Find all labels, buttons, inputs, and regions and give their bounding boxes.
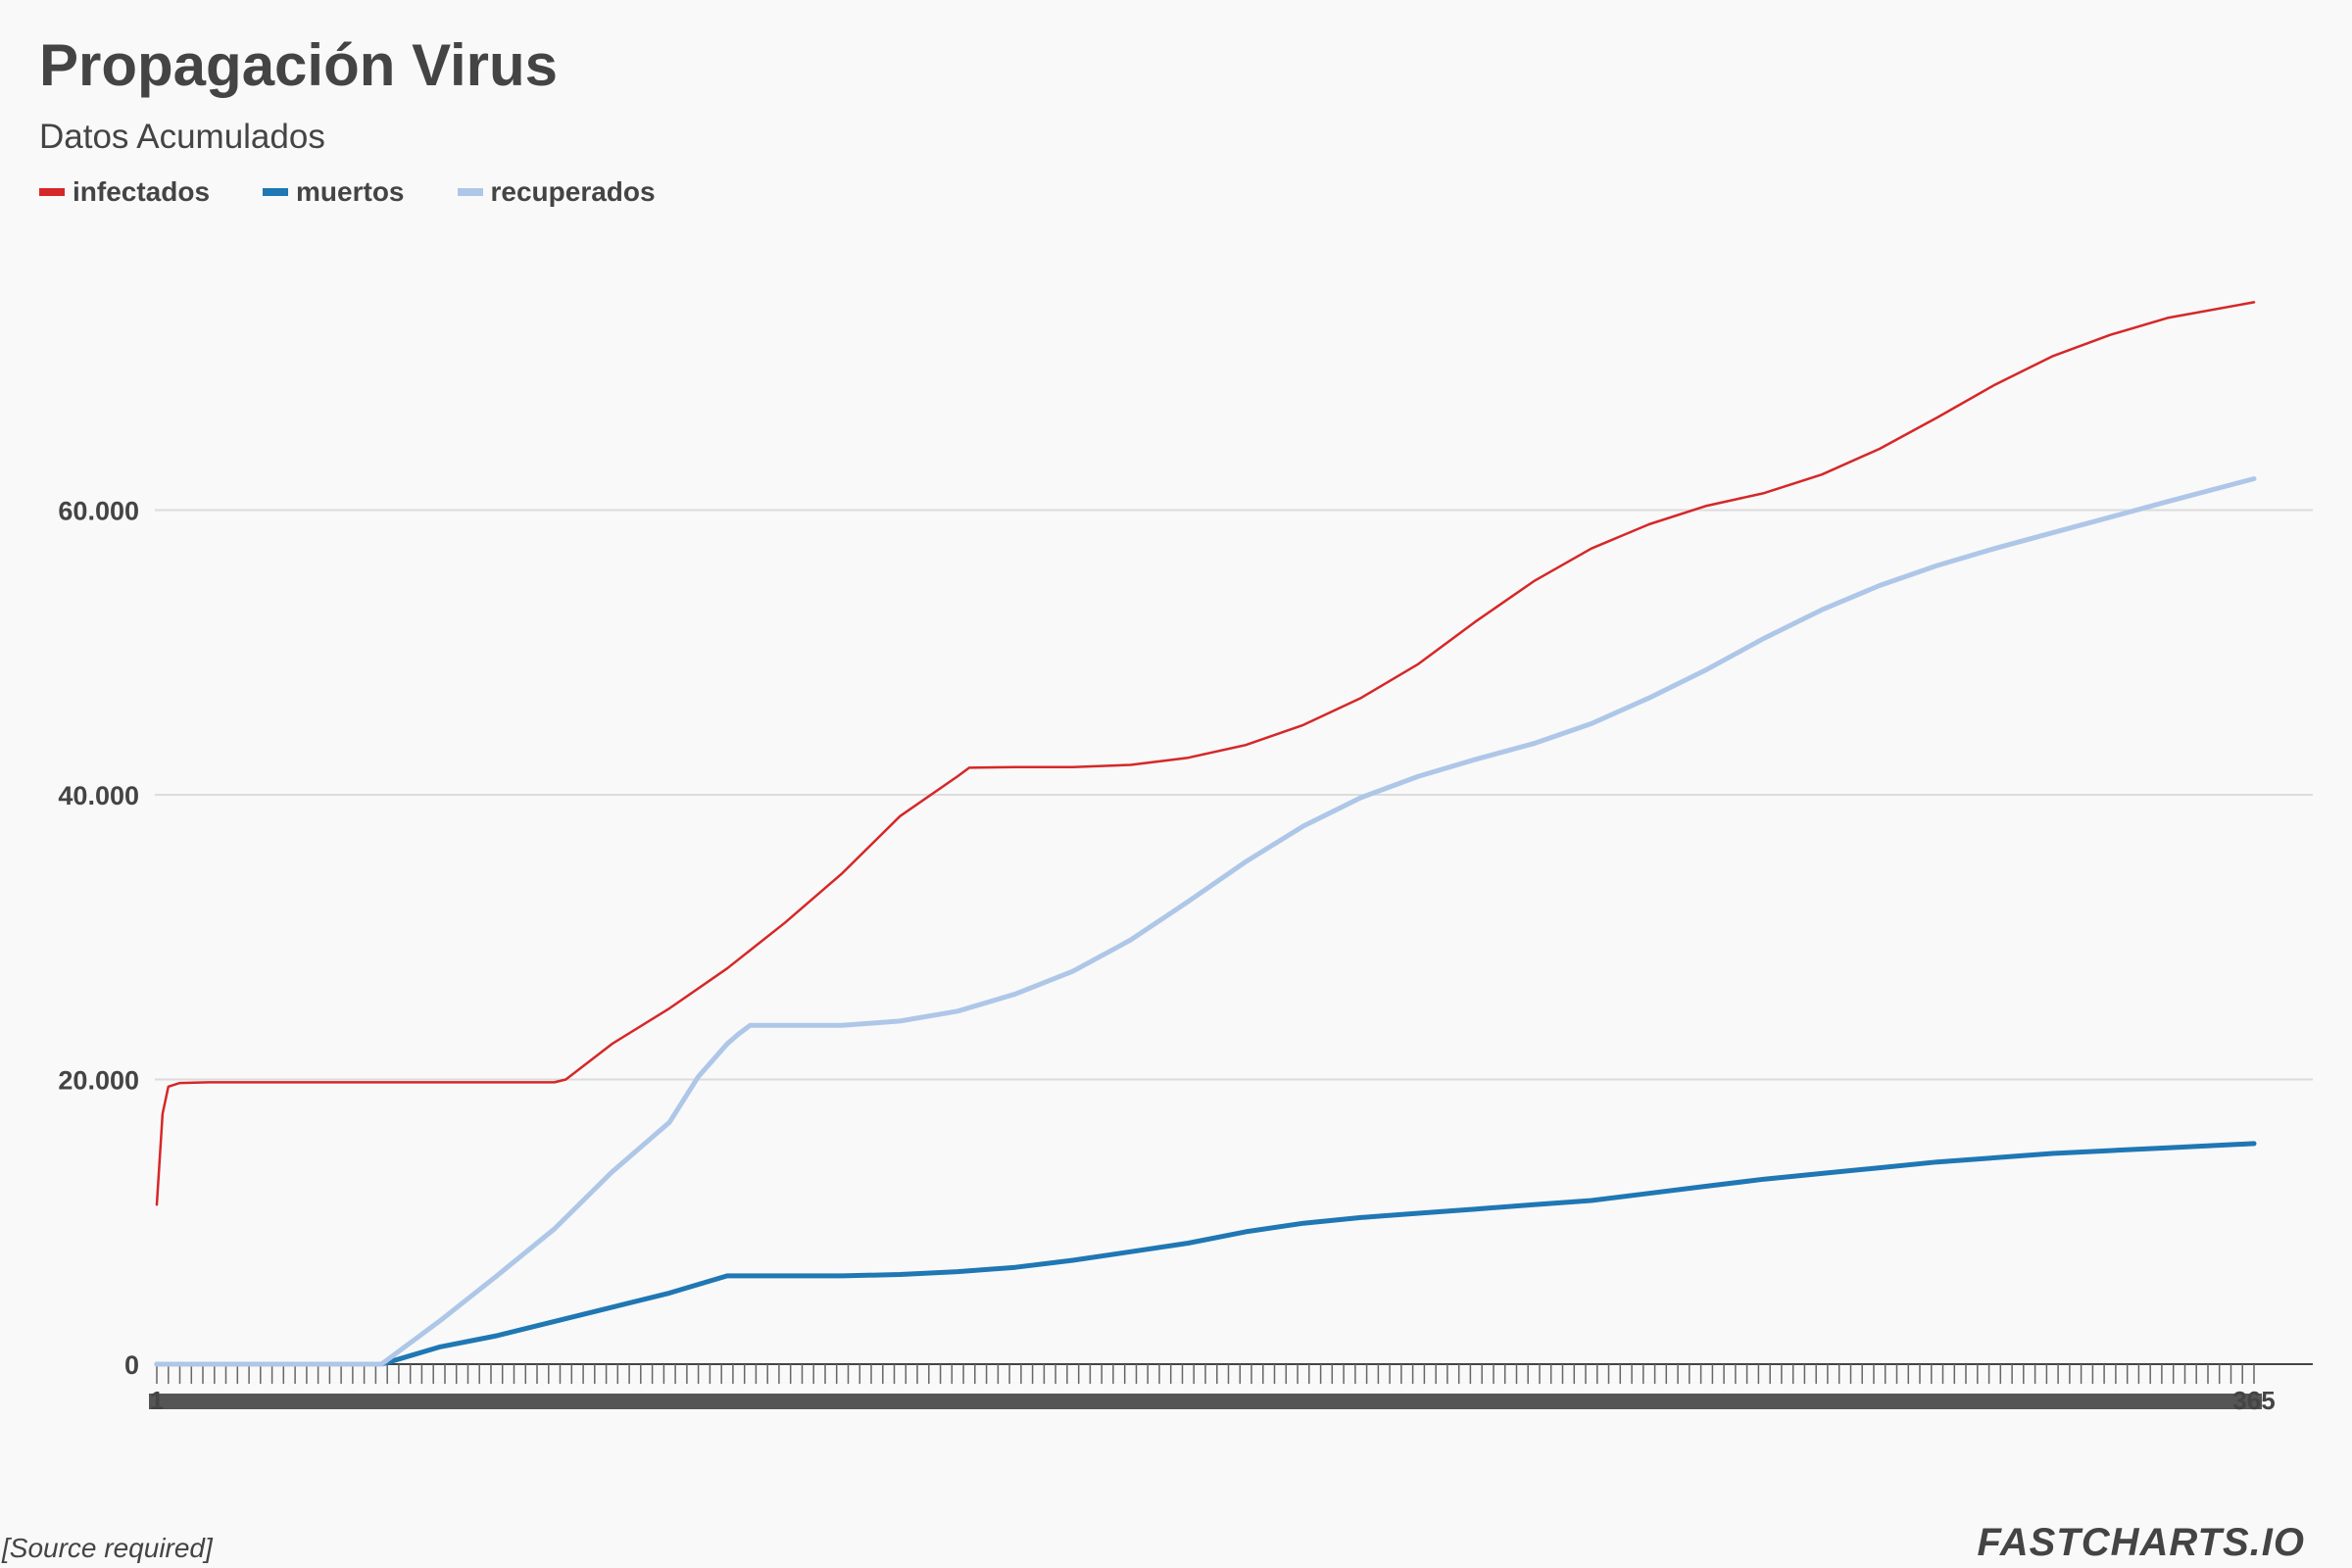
x-tick-labels-band: [149, 1394, 2262, 1409]
legend-swatch-muertos: [263, 188, 289, 196]
legend-label-recuperados: recuperados: [490, 176, 656, 207]
y-tick-label: 0: [124, 1350, 139, 1380]
y-tick-label: 20.000: [58, 1066, 139, 1096]
y-axis: 0 20.000 40.000 60.000: [58, 497, 139, 1381]
chart-subtitle: Datos Acumulados: [39, 118, 325, 156]
source-note: [Source required]: [2, 1533, 213, 1563]
legend-item-recuperados: recuperados: [457, 176, 656, 208]
legend-label-infectados: infectados: [73, 176, 211, 207]
legend-swatch-recuperados: [457, 188, 483, 196]
legend-item-infectados: infectados: [39, 176, 210, 208]
x-tick-marks: [156, 1364, 2255, 1384]
chart-title: Propagación Virus: [39, 32, 559, 98]
legend-swatch-infectados: [39, 188, 65, 196]
brand-logo: FASTCHARTS.IO: [1977, 1521, 2305, 1564]
series-lines: [154, 301, 2257, 1367]
y-tick-label: 60.000: [58, 497, 139, 526]
legend-label-muertos: muertos: [296, 176, 405, 207]
x-tick-label: 365: [2232, 1386, 2275, 1415]
grid-lines: [155, 509, 2313, 1081]
x-axis: 1 365: [149, 1363, 2313, 1415]
series-line-recuperados: [154, 476, 2257, 1367]
series-line-infectados: [155, 301, 2256, 1206]
series-line-muertos: [154, 1141, 2257, 1367]
x-tick-label: 1: [150, 1386, 164, 1415]
y-tick-label: 40.000: [58, 781, 139, 810]
chart-legend: infectados muertos recuperados: [39, 176, 709, 208]
legend-item-muertos: muertos: [263, 176, 405, 208]
